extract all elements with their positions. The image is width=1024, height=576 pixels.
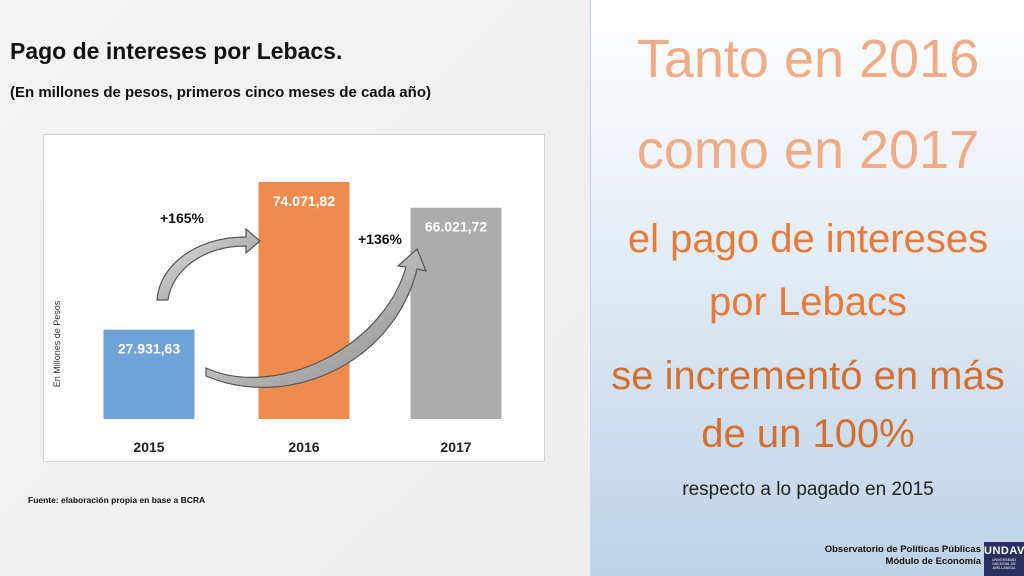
growth-arrow-2015-2017 <box>205 247 427 389</box>
undav-logo: UNDAV UNIVERSIDAD NACIONAL DE AVELLANEDA <box>984 542 1024 576</box>
message-line-7: respecto a lo pagado en 2015 <box>682 479 934 500</box>
category-label-2016: 2016 <box>288 439 319 455</box>
message-panel: Tanto en 2016 como en 2017 el pago de in… <box>590 0 1024 576</box>
logo-subtext: UNIVERSIDAD NACIONAL DE AVELLANEDA <box>992 558 1016 570</box>
annotation-growth-2016: +165% <box>160 210 205 226</box>
value-label-2016: 74.071,82 <box>273 193 335 209</box>
bar-2017 <box>410 207 502 419</box>
message-line-4: por Lebacs <box>709 280 907 324</box>
bar-2015 <box>103 329 195 419</box>
org-name: Observatorio de Políticas Públicas <box>824 544 981 555</box>
bar-chart: En Millones de Pesos 27.931,63 2015 74.071,… <box>52 181 507 458</box>
y-axis-label: En Millones de Pesos <box>52 300 62 387</box>
chart-container: En Millones de Pesos 27.931,63 2015 74.071,… <box>43 134 545 462</box>
label-mask <box>475 426 507 458</box>
message-line-2: como en 2017 <box>636 120 980 180</box>
annotation-growth-2017: +136% <box>358 231 403 247</box>
slide-subtitle: (En millones de pesos, primeros cinco me… <box>10 84 431 101</box>
value-label-2017: 66.021,72 <box>425 219 487 235</box>
category-label-2017: 2017 <box>440 439 471 455</box>
message-line-5: se incrementó en más <box>611 354 1005 398</box>
organization-credit: Observatorio de Políticas Públicas Módul… <box>825 544 981 568</box>
message-line-1: Tanto en 2016 <box>636 29 980 89</box>
source-note: Fuente: elaboración propia en base a BCR… <box>28 495 206 505</box>
logo-text: UNDAV <box>984 545 1024 557</box>
growth-arrow-2015-2016 <box>156 227 261 301</box>
message-line-6: de un 100% <box>701 412 915 456</box>
value-label-2015: 27.931,63 <box>118 341 180 357</box>
slide-title: Pago de intereses por Lebacs. <box>10 38 343 64</box>
org-module: Módulo de Economía <box>885 556 981 567</box>
category-label-2015: 2015 <box>133 439 164 455</box>
message-line-3: el pago de intereses <box>627 217 989 261</box>
